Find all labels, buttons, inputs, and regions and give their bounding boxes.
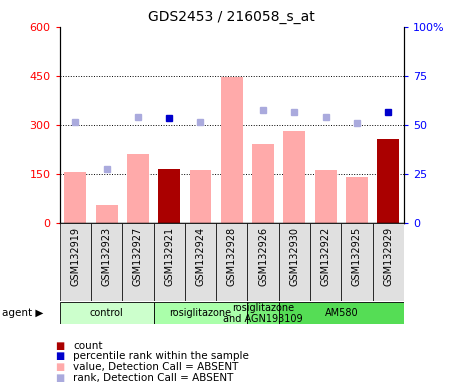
FancyBboxPatch shape	[91, 223, 122, 301]
Text: GSM132925: GSM132925	[352, 227, 362, 286]
Bar	[64, 172, 86, 223]
Text: GDS2453 / 216058_s_at: GDS2453 / 216058_s_at	[148, 10, 315, 23]
Text: ■: ■	[55, 373, 64, 383]
Bar	[127, 154, 149, 223]
Text: GSM132921: GSM132921	[164, 227, 174, 286]
Text: GSM132926: GSM132926	[258, 227, 268, 286]
Bar	[252, 144, 274, 223]
Text: rank, Detection Call = ABSENT: rank, Detection Call = ABSENT	[73, 373, 234, 383]
FancyBboxPatch shape	[60, 302, 154, 324]
FancyBboxPatch shape	[247, 302, 279, 324]
Bar	[377, 139, 399, 223]
FancyBboxPatch shape	[279, 302, 404, 324]
Text: GSM132919: GSM132919	[70, 227, 80, 286]
Bar	[284, 131, 305, 223]
Text: GSM132927: GSM132927	[133, 227, 143, 286]
Text: rosiglitazone
and AGN193109: rosiglitazone and AGN193109	[223, 303, 303, 324]
Text: GSM132924: GSM132924	[196, 227, 206, 286]
FancyBboxPatch shape	[247, 223, 279, 301]
FancyBboxPatch shape	[279, 223, 310, 301]
Text: GSM132923: GSM132923	[101, 227, 112, 286]
FancyBboxPatch shape	[60, 223, 91, 301]
Text: ■: ■	[55, 341, 64, 351]
Bar	[158, 169, 180, 223]
Text: value, Detection Call = ABSENT: value, Detection Call = ABSENT	[73, 362, 239, 372]
FancyBboxPatch shape	[122, 223, 154, 301]
Text: rosiglitazone: rosiglitazone	[169, 308, 231, 318]
FancyBboxPatch shape	[341, 223, 373, 301]
Text: ■: ■	[55, 362, 64, 372]
FancyBboxPatch shape	[185, 223, 216, 301]
Text: control: control	[90, 308, 123, 318]
Text: GSM132930: GSM132930	[289, 227, 299, 286]
Text: agent ▶: agent ▶	[2, 308, 44, 318]
Text: AM580: AM580	[325, 308, 358, 318]
FancyBboxPatch shape	[373, 223, 404, 301]
Text: ■: ■	[55, 351, 64, 361]
FancyBboxPatch shape	[154, 302, 247, 324]
Text: percentile rank within the sample: percentile rank within the sample	[73, 351, 249, 361]
Text: GSM132928: GSM132928	[227, 227, 237, 286]
Bar	[346, 177, 368, 223]
Text: GSM132922: GSM132922	[321, 227, 330, 286]
Bar	[95, 205, 118, 223]
Bar	[221, 78, 243, 223]
FancyBboxPatch shape	[154, 223, 185, 301]
Text: GSM132929: GSM132929	[383, 227, 393, 286]
FancyBboxPatch shape	[310, 223, 341, 301]
Bar	[190, 170, 212, 223]
Text: count: count	[73, 341, 103, 351]
Bar	[315, 170, 336, 223]
FancyBboxPatch shape	[216, 223, 247, 301]
